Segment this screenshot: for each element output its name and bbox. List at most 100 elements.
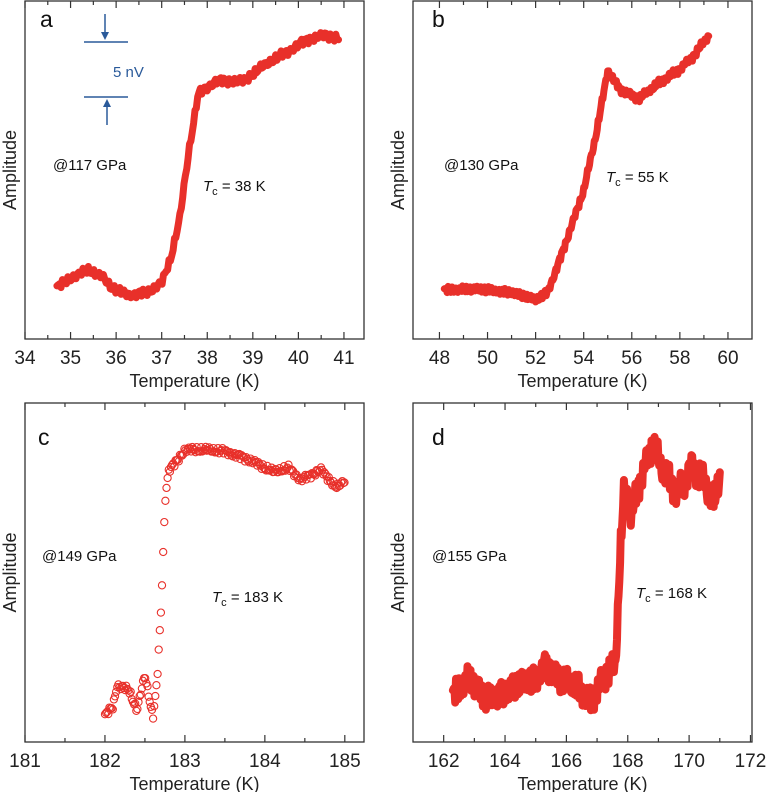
data-point bbox=[150, 702, 159, 711]
y-axis-title: Amplitude bbox=[0, 130, 20, 210]
data-point bbox=[125, 689, 134, 698]
x-tick-label: 184 bbox=[249, 751, 281, 772]
panel-d: 162 164 166 168 170 172 Temperature (K) Amplitu… bbox=[388, 402, 767, 792]
data-point bbox=[135, 691, 144, 701]
plot-frame bbox=[24, 402, 365, 743]
x-tick-label: 183 bbox=[169, 751, 201, 772]
tc-symbol: T bbox=[606, 169, 617, 186]
x-axis-title: Temperature (K) bbox=[129, 774, 259, 792]
data-point bbox=[148, 714, 158, 723]
data-point bbox=[107, 704, 116, 713]
x-tick-label: 54 bbox=[573, 348, 595, 369]
x-tick-label: 50 bbox=[477, 348, 498, 369]
data-point bbox=[258, 460, 267, 469]
x-axis-title: Temperature (K) bbox=[517, 371, 647, 391]
x-tick-label: 170 bbox=[673, 751, 705, 772]
scale-bar: 5 nV bbox=[84, 14, 144, 125]
tc-subscript: c bbox=[221, 597, 227, 609]
data-series-line bbox=[448, 432, 724, 715]
data-series-line bbox=[53, 29, 342, 302]
x-axis-title: Temperature (K) bbox=[517, 774, 647, 792]
data-point bbox=[325, 476, 335, 486]
data-point bbox=[277, 467, 286, 476]
data-point bbox=[100, 710, 110, 719]
panel-b: 48 50 52 54 56 58 60 Temperature (K) Amplitude b @… bbox=[388, 0, 753, 391]
data-point bbox=[143, 682, 152, 691]
x-tick-label: 164 bbox=[489, 751, 521, 772]
x-tick-label: 34 bbox=[14, 348, 36, 369]
data-point bbox=[156, 608, 166, 617]
tc-symbol: T bbox=[636, 585, 647, 602]
tc-label: Tc = 168 K bbox=[636, 585, 707, 605]
x-tick-label: 181 bbox=[9, 751, 41, 772]
data-point bbox=[141, 674, 150, 683]
data-point bbox=[237, 450, 246, 460]
data-point bbox=[162, 483, 171, 493]
data-point bbox=[154, 645, 163, 654]
x-tick-label: 38 bbox=[197, 348, 218, 369]
x-tick-label: 37 bbox=[151, 348, 172, 369]
x-tick-label: 168 bbox=[612, 751, 644, 772]
data-point bbox=[155, 626, 164, 635]
data-point bbox=[152, 681, 161, 690]
x-tick-label: 52 bbox=[525, 348, 546, 369]
y-axis-title: Amplitude bbox=[0, 532, 20, 612]
data-point bbox=[305, 470, 314, 479]
tc-value: = 38 K bbox=[218, 178, 266, 195]
data-point bbox=[320, 468, 329, 477]
data-point bbox=[137, 684, 147, 693]
data-point bbox=[132, 706, 141, 715]
data-point bbox=[145, 697, 154, 706]
panel-c: 181 182 183 184 185 Temperature (K) Amplitude c… bbox=[0, 402, 365, 792]
x-tick-label: 58 bbox=[669, 348, 690, 369]
pressure-label: @155 GPa bbox=[432, 548, 507, 565]
panel-letter: d bbox=[432, 424, 445, 450]
data-point bbox=[160, 517, 169, 527]
tc-value: = 168 K bbox=[651, 585, 707, 602]
data-point bbox=[161, 496, 170, 505]
x-tick-label: 182 bbox=[89, 751, 121, 772]
panel-a: 34 35 36 37 38 39 40 41 Temperature (K) Amplitude… bbox=[0, 0, 365, 391]
data-point bbox=[159, 547, 168, 557]
pressure-label: @149 GPa bbox=[42, 548, 117, 565]
x-axis-title: Temperature (K) bbox=[129, 371, 259, 391]
data-point bbox=[157, 581, 167, 590]
scale-bar-label: 5 nV bbox=[113, 64, 144, 81]
tc-symbol: T bbox=[212, 589, 223, 606]
x-tick-label: 40 bbox=[288, 348, 309, 369]
tc-subscript: c bbox=[212, 186, 218, 198]
tc-label: Tc = 183 K bbox=[212, 589, 283, 609]
data-point bbox=[153, 669, 162, 679]
pressure-label: @117 GPa bbox=[53, 157, 127, 174]
data-point bbox=[338, 476, 347, 486]
tc-value: = 183 K bbox=[227, 589, 283, 606]
y-axis-title: Amplitude bbox=[388, 130, 408, 210]
x-tick-label: 56 bbox=[621, 348, 642, 369]
x-tick-label: 60 bbox=[717, 348, 738, 369]
data-point bbox=[151, 691, 160, 701]
x-tick-label: 162 bbox=[428, 751, 460, 772]
tc-subscript: c bbox=[615, 177, 621, 189]
data-point bbox=[222, 447, 232, 456]
tc-label: Tc = 55 K bbox=[606, 169, 669, 189]
data-point bbox=[108, 705, 117, 714]
x-tick-label: 36 bbox=[106, 348, 127, 369]
data-point bbox=[136, 690, 145, 699]
x-tick-label: 35 bbox=[60, 348, 81, 369]
x-tick-label: 172 bbox=[735, 751, 767, 772]
data-point bbox=[238, 452, 247, 461]
plot-frame bbox=[24, 0, 365, 340]
x-tick-label: 166 bbox=[551, 751, 583, 772]
x-tick-label: 185 bbox=[329, 751, 361, 772]
tc-value: = 55 K bbox=[621, 169, 669, 186]
pressure-label: @130 GPa bbox=[444, 157, 519, 174]
data-point bbox=[144, 692, 153, 701]
tc-label: Tc = 38 K bbox=[203, 178, 266, 198]
y-axis-title: Amplitude bbox=[388, 532, 408, 612]
data-point bbox=[255, 459, 264, 468]
arrow-up-icon-head bbox=[103, 99, 111, 107]
tc-subscript: c bbox=[645, 593, 651, 605]
x-tick-label: 39 bbox=[242, 348, 263, 369]
panel-letter: b bbox=[432, 6, 445, 32]
